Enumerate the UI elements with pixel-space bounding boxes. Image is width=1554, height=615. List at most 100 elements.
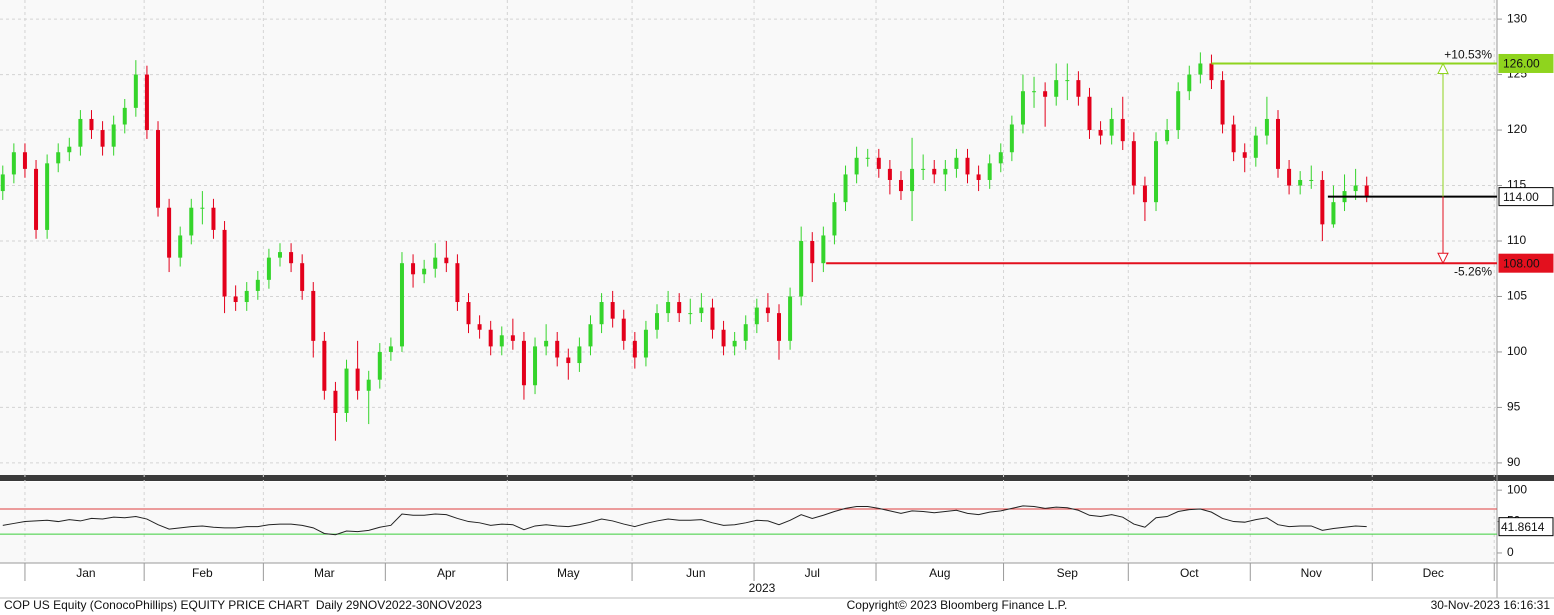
candle-body xyxy=(699,307,704,314)
candle-body xyxy=(366,379,371,391)
candle-body xyxy=(100,130,105,147)
candle-body xyxy=(266,257,271,280)
candle-body xyxy=(1165,130,1170,142)
candle-body xyxy=(544,340,549,347)
candle-body xyxy=(1009,124,1014,153)
candle-body xyxy=(178,235,183,258)
candle-body xyxy=(843,174,848,203)
annotation-label: -5.26% xyxy=(1454,264,1492,278)
candle-body xyxy=(156,130,161,208)
candle-body xyxy=(533,346,538,386)
annotation-arrowhead xyxy=(1437,62,1449,74)
candle-body xyxy=(488,329,493,347)
candle-body xyxy=(466,302,471,325)
candle-body xyxy=(599,302,604,325)
candle-body xyxy=(200,207,205,209)
x-tick-label: Feb xyxy=(192,566,213,580)
candle-body xyxy=(422,268,427,275)
candle-body xyxy=(1275,118,1280,169)
candle-body xyxy=(1264,118,1269,136)
candle-body xyxy=(898,179,903,192)
rsi-line xyxy=(2,505,1367,536)
candle-body xyxy=(1220,80,1225,125)
candle-body xyxy=(1120,118,1125,142)
candle-body xyxy=(776,313,781,341)
candle-body xyxy=(754,307,759,325)
candle-body xyxy=(34,168,39,230)
candle-body xyxy=(244,290,249,303)
footer-left: COP US Equity (ConocoPhillips) EQUITY PR… xyxy=(4,598,482,612)
candle-body xyxy=(477,324,482,330)
level-box xyxy=(1498,53,1554,73)
x-tick-label: May xyxy=(557,566,580,580)
x-tick-label: Jul xyxy=(805,566,820,580)
candle-body xyxy=(588,324,593,347)
candle-body xyxy=(887,168,892,180)
candle-body xyxy=(743,324,748,341)
candle-body xyxy=(255,279,260,291)
candle-body xyxy=(876,157,881,169)
candle-body xyxy=(300,263,305,291)
candle-body xyxy=(111,124,116,147)
candle-body xyxy=(1098,130,1103,136)
candle-body xyxy=(133,74,138,108)
candle-body xyxy=(1198,63,1203,75)
candle-body xyxy=(1331,202,1336,225)
x-tick-label: Sep xyxy=(1057,566,1079,580)
level-label: 108.00 xyxy=(1503,256,1540,270)
candle-body xyxy=(1209,63,1214,81)
candle-body xyxy=(1065,80,1070,82)
candle-body xyxy=(821,235,826,264)
candle-body xyxy=(122,107,127,125)
y-tick-label: 105 xyxy=(1507,289,1527,303)
candle-body xyxy=(1231,124,1236,153)
candle-body xyxy=(643,329,648,358)
candle-body xyxy=(732,340,737,347)
panel-divider xyxy=(0,475,1554,481)
candle-body xyxy=(1364,185,1369,197)
candle-body xyxy=(799,241,804,297)
candle-body xyxy=(1353,185,1358,192)
candle-body xyxy=(932,168,937,175)
last-value-box xyxy=(1498,517,1554,537)
candle-body xyxy=(521,340,526,386)
candle-body xyxy=(998,152,1003,164)
annotation-label: +10.53% xyxy=(1444,48,1492,62)
candle-body xyxy=(211,207,216,230)
candle-body xyxy=(1020,91,1025,125)
candle-body xyxy=(1242,152,1247,158)
candle-body xyxy=(67,146,72,153)
candle-body xyxy=(322,340,327,391)
candle-body xyxy=(189,207,194,236)
candle-body xyxy=(277,252,282,258)
candle-body xyxy=(1287,168,1292,186)
x-tick-label: Aug xyxy=(929,566,950,580)
candle-body xyxy=(144,74,149,131)
candle-body xyxy=(433,257,438,269)
candle-body xyxy=(610,302,615,319)
candle-body xyxy=(943,168,948,175)
candle-body xyxy=(1131,141,1136,186)
last-value-label: 41.8614 xyxy=(1501,520,1545,534)
candle-body xyxy=(865,157,870,159)
candle-body xyxy=(810,241,815,264)
x-tick-label: Jan xyxy=(76,566,95,580)
candle-body xyxy=(1054,80,1059,97)
candle-body xyxy=(89,118,94,131)
candle-body xyxy=(666,302,671,314)
candle-body xyxy=(965,157,970,175)
candle-body xyxy=(1076,80,1081,97)
candle-body xyxy=(233,296,238,303)
candle-body xyxy=(1154,141,1159,203)
candle-body xyxy=(22,152,27,169)
footer-right: 30-Nov-2023 16:16:31 xyxy=(1431,598,1551,612)
candle-body xyxy=(710,307,715,330)
y-tick-label: 100 xyxy=(1507,482,1527,496)
candle-body xyxy=(78,118,83,147)
candle-body xyxy=(333,390,338,413)
level-label: 114.00 xyxy=(1503,190,1539,204)
candle-body xyxy=(1109,118,1114,136)
candle-body xyxy=(566,357,571,364)
candle-body xyxy=(355,368,360,391)
